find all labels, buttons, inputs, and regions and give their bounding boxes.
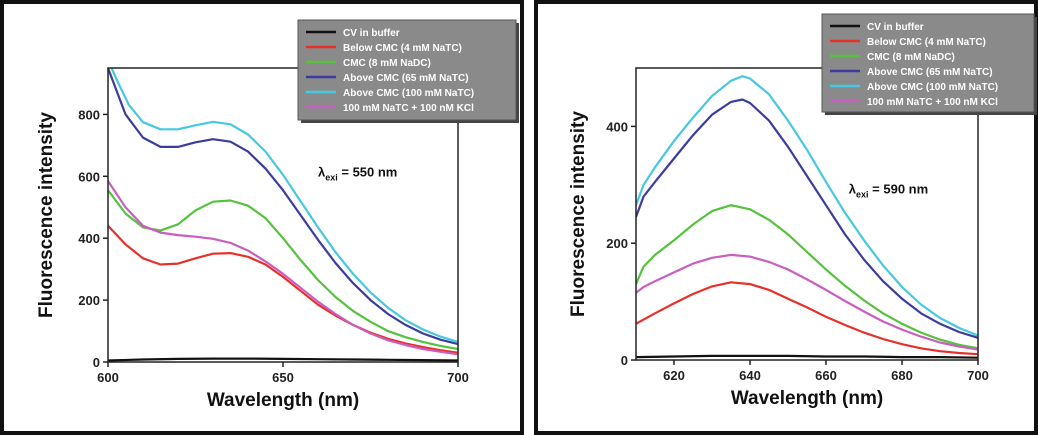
plot-area-frame	[635, 67, 979, 361]
series-line-6	[108, 180, 458, 356]
legend-box	[821, 13, 1035, 113]
x-axis-title: Wavelength (nm)	[731, 388, 883, 409]
legend-entry: CV in buffer	[343, 28, 400, 39]
y-tick-label: 400	[606, 119, 628, 134]
legend-entry: Above CMC (65 mM NaTC)	[343, 73, 469, 84]
x-tick-label: 700	[447, 370, 469, 385]
legend-entry: CV in buffer	[867, 22, 924, 33]
y-tick-label: 200	[78, 293, 100, 308]
panel-divider	[524, 0, 534, 435]
legend: CV in buffer Below CMC (4 mM NaTC) CMC (8 …	[297, 19, 519, 123]
x-tick-label: 640	[739, 368, 761, 383]
series-line-1	[108, 357, 458, 362]
series-line-4	[108, 68, 458, 346]
excitation-annotation: λexi = 590 nm	[849, 182, 928, 200]
y-tick-label: 400	[78, 231, 100, 246]
legend-entry: CMC (8 mM NaDC)	[343, 58, 431, 69]
legend-entry: Above CMC (100 mM NaTC)	[343, 88, 474, 99]
annotation-subscript: exi	[325, 172, 338, 182]
annotation-symbol: λ	[849, 182, 857, 197]
panel-frame	[0, 0, 524, 435]
legend-entry: Above CMC (100 mM NaTC)	[867, 82, 998, 93]
legend-entry: 100 mM NaTC + 100 nM KCl	[343, 103, 474, 114]
series-line-5	[110, 68, 458, 343]
legend-entry: Below CMC (4 mM NaTC)	[343, 43, 462, 54]
annotation-value: = 550 nm	[338, 164, 398, 179]
y-tick-label: 0	[621, 353, 628, 368]
series-line-2	[108, 225, 458, 354]
chart-panel-left: 600 650 700 0 200 400 600 800 Wavelength (nm) Flu…	[0, 0, 524, 435]
y-tick-label: 0	[93, 355, 100, 370]
chart-left-svg: 600 650 700 0 200 400 600 800 Wavelength (nm) Flu…	[0, 0, 524, 435]
y-axis-title: Fluorescence intensity	[36, 112, 57, 318]
x-tick-label: 650	[272, 370, 294, 385]
excitation-annotation: λexi = 550 nm	[318, 164, 397, 182]
series-line-1	[636, 354, 978, 359]
y-tick-label: 600	[78, 169, 100, 184]
series-line-6	[636, 253, 978, 351]
x-tick-label: 620	[663, 368, 685, 383]
x-axis-title: Wavelength (nm)	[207, 390, 359, 411]
x-tick-label: 660	[815, 368, 837, 383]
x-tick-label: 600	[97, 370, 119, 385]
y-tick-label: 200	[606, 236, 628, 251]
y-tick-label: 800	[78, 107, 100, 122]
annotation-subscript: exi	[856, 190, 869, 200]
series-line-4	[636, 98, 978, 339]
x-tick-label: 700	[967, 368, 989, 383]
chart-right-svg: 620 640 660 680 700 0 200 400 Wavelength (nm) Flu…	[534, 0, 1038, 435]
series-line-5	[636, 75, 978, 337]
legend: CV in buffer Below CMC (4 mM NaTC) CMC (8 …	[821, 13, 1037, 115]
x-tick-label: 680	[891, 368, 913, 383]
y-axis-title: Fluorescence intensity	[568, 111, 589, 317]
series-line-3	[636, 204, 978, 350]
legend-entry: Below CMC (4 mM NaTC)	[867, 37, 986, 48]
panel-frame	[534, 0, 1038, 435]
series-line-2	[636, 281, 978, 356]
legend-box	[297, 19, 517, 121]
annotation-symbol: λ	[318, 164, 326, 179]
legend-entry: CMC (8 mM NaDC)	[867, 52, 955, 63]
legend-entry: 100 mM NaTC + 100 nM KCl	[867, 97, 998, 108]
annotation-value: = 590 nm	[869, 182, 929, 197]
series-line-3	[108, 189, 458, 351]
chart-panel-right: 620 640 660 680 700 0 200 400 Wavelength (nm) Flu…	[534, 0, 1038, 435]
legend-entry: Above CMC (65 mM NaTC)	[867, 67, 993, 78]
